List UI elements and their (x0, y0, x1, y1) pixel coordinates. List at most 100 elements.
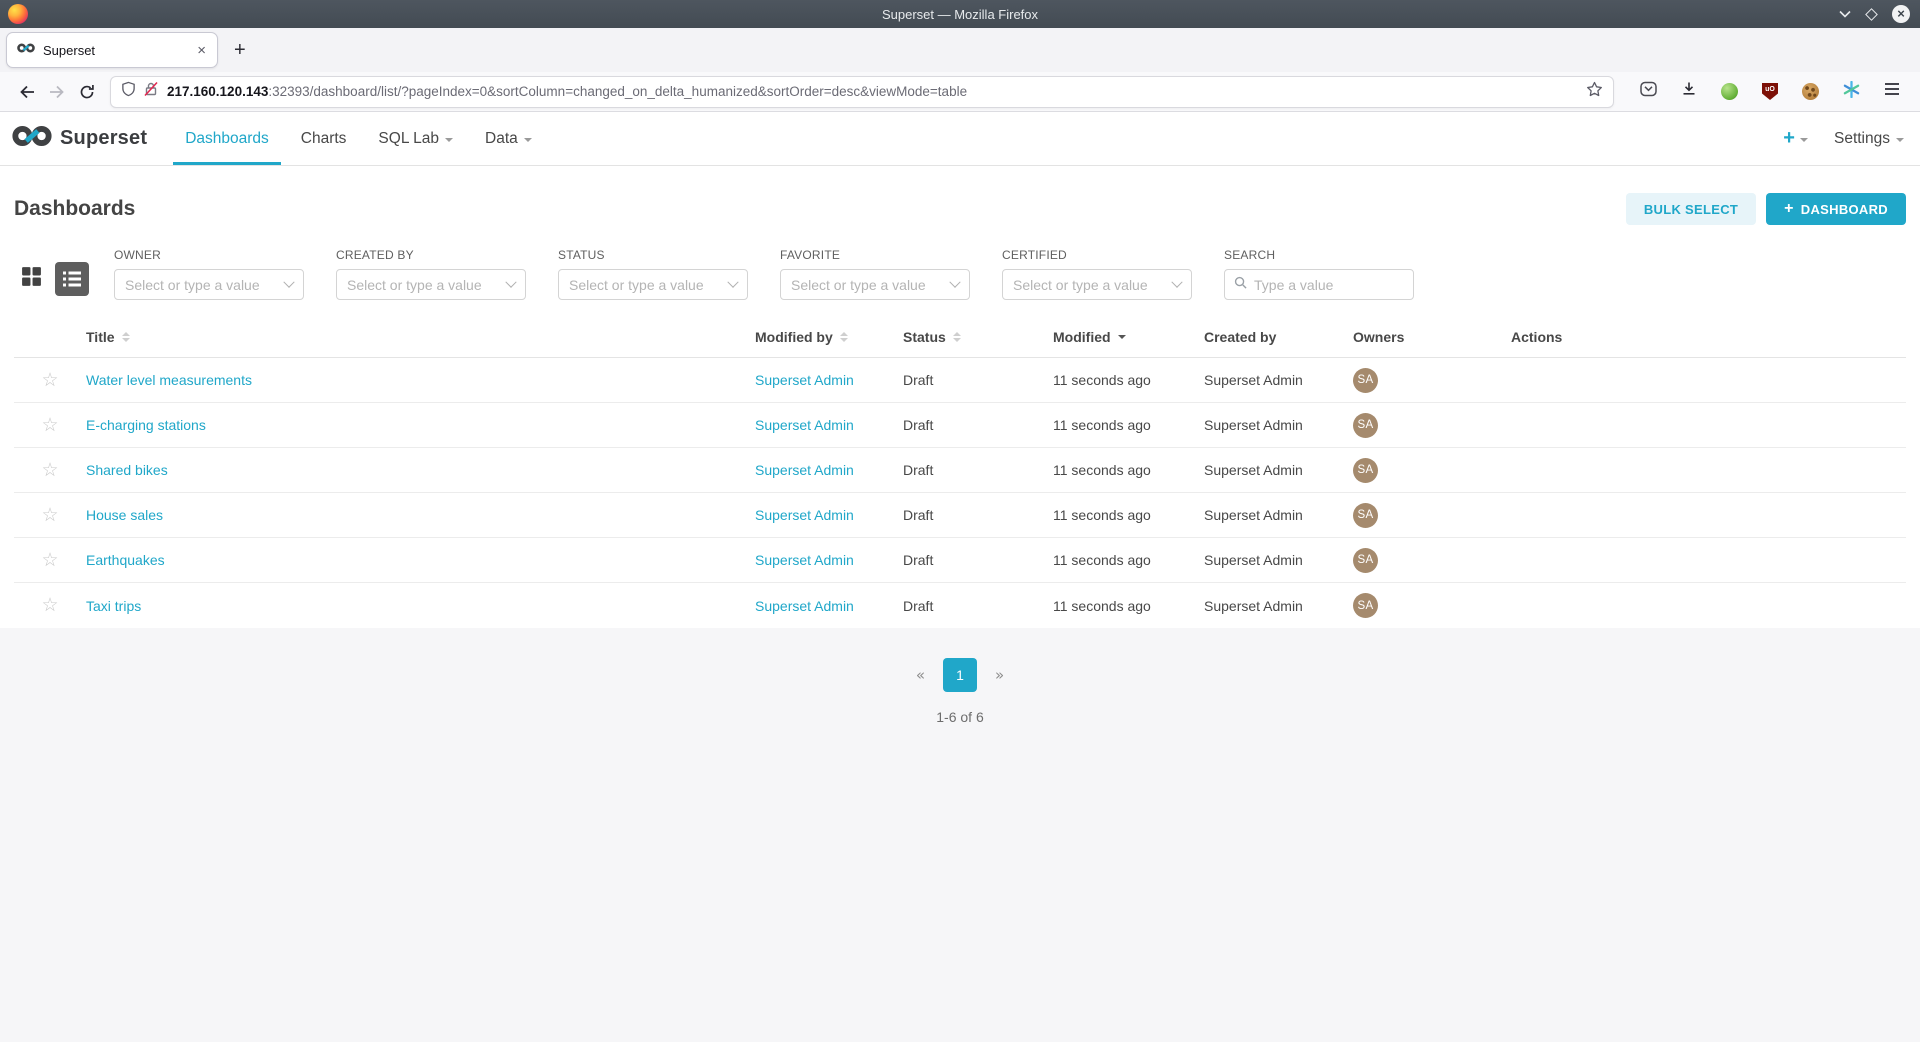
created-by-text: Superset Admin (1204, 552, 1303, 568)
sort-desc-icon (1117, 334, 1126, 339)
url-path: :32393/dashboard/list/?pageIndex=0&sortC… (268, 84, 968, 99)
extension-green-icon[interactable] (1721, 83, 1738, 100)
table-row[interactable]: ☆ Taxi trips Superset Admin Draft 11 sec… (14, 583, 1906, 628)
modified-text: 11 seconds ago (1053, 462, 1151, 478)
modified-text: 11 seconds ago (1053, 372, 1151, 388)
chevron-down-icon (523, 137, 532, 142)
cookie-extension-icon[interactable] (1802, 83, 1819, 100)
filter-label-search: SEARCH (1224, 248, 1276, 262)
browser-tab[interactable]: Superset × (6, 32, 218, 68)
browser-toolbar: 217.160.120.143:32393/dashboard/list/?pa… (0, 72, 1920, 112)
owner-filter-select[interactable]: Select or type a value (114, 269, 304, 300)
column-header-modified[interactable]: Modified (1053, 329, 1204, 345)
page-number-button[interactable]: 1 (943, 658, 977, 692)
favorite-star-icon[interactable]: ☆ (41, 368, 59, 391)
owner-avatar[interactable]: SA (1353, 367, 1378, 393)
insecure-connection-lock-icon[interactable] (143, 81, 159, 102)
table-row[interactable]: ☆ House sales Superset Admin Draft 11 se… (14, 493, 1906, 538)
url-bar[interactable]: 217.160.120.143:32393/dashboard/list/?pa… (110, 75, 1614, 108)
created-by-text: Superset Admin (1204, 372, 1303, 388)
settings-menu[interactable]: Settings (1834, 130, 1904, 148)
filter-label-created-by: CREATED BY (336, 248, 414, 262)
next-page-button[interactable]: » (995, 666, 1005, 684)
list-view-toggle-icon[interactable] (55, 262, 89, 296)
owner-avatar[interactable]: SA (1353, 502, 1378, 528)
favorite-star-icon[interactable]: ☆ (41, 503, 59, 526)
table-row[interactable]: ☆ Shared bikes Superset Admin Draft 11 s… (14, 448, 1906, 493)
modified-by-link[interactable]: Superset Admin (755, 597, 854, 614)
dashboard-title-link[interactable]: Water level measurements (86, 372, 252, 388)
superset-brand[interactable]: Superset (0, 112, 147, 165)
created-by-filter-select[interactable]: Select or type a value (336, 269, 526, 300)
column-header-title[interactable]: Title (86, 329, 755, 345)
status-filter-select[interactable]: Select or type a value (558, 269, 748, 300)
chevron-down-icon (1799, 137, 1808, 142)
ublock-origin-icon[interactable]: uO (1762, 83, 1778, 100)
dashboard-title-link[interactable]: Taxi trips (86, 597, 142, 614)
reload-icon[interactable] (72, 78, 102, 106)
pocket-icon[interactable] (1640, 81, 1657, 102)
sort-icon (952, 331, 961, 342)
owner-avatar[interactable]: SA (1353, 457, 1378, 483)
window-close-icon[interactable]: × (1892, 5, 1910, 23)
search-icon (1234, 276, 1247, 294)
bookmark-star-icon[interactable] (1586, 81, 1603, 102)
new-tab-button[interactable]: + (234, 38, 246, 61)
downloads-icon[interactable] (1681, 81, 1697, 102)
column-header-status[interactable]: Status (903, 329, 1053, 345)
owner-avatar[interactable]: SA (1353, 593, 1378, 618)
search-field[interactable] (1224, 269, 1414, 300)
tab-close-icon[interactable]: × (197, 41, 206, 59)
certified-filter-select[interactable]: Select or type a value (1002, 269, 1192, 300)
chevron-down-icon (1171, 276, 1183, 288)
card-view-toggle-icon[interactable] (20, 265, 43, 293)
created-by-text: Superset Admin (1204, 507, 1303, 523)
favorite-star-icon[interactable]: ☆ (41, 413, 59, 436)
owner-avatar[interactable]: SA (1353, 547, 1378, 573)
extension-asterisk-icon[interactable] (1843, 80, 1860, 103)
tracking-protection-shield-icon[interactable] (121, 81, 136, 102)
dashboard-title-link[interactable]: E-charging stations (86, 417, 206, 433)
dashboard-title-link[interactable]: House sales (86, 507, 164, 523)
window-title: Superset — Mozilla Firefox (881, 6, 1039, 22)
nav-item-dashboards[interactable]: Dashboards (173, 112, 281, 165)
new-item-plus-button[interactable]: + (1783, 127, 1808, 150)
favorite-filter-select[interactable]: Select or type a value (780, 269, 970, 300)
modified-by-link[interactable]: Superset Admin (755, 507, 854, 523)
column-header-modified-by[interactable]: Modified by (755, 329, 903, 345)
search-input[interactable] (1254, 276, 1404, 293)
favorite-star-icon[interactable]: ☆ (41, 458, 59, 481)
favorite-star-icon[interactable]: ☆ (41, 548, 59, 571)
superset-navbar: Superset Dashboards Charts SQL Lab Data … (0, 112, 1920, 166)
window-titlebar: Superset — Mozilla Firefox × (0, 0, 1920, 28)
created-by-text: Superset Admin (1204, 417, 1303, 433)
window-minimize-chevron-icon[interactable] (1839, 5, 1851, 23)
modified-by-link[interactable]: Superset Admin (755, 552, 854, 568)
hamburger-menu-icon[interactable] (1884, 82, 1900, 101)
table-row[interactable]: ☆ Earthquakes Superset Admin Draft 11 se… (14, 538, 1906, 583)
modified-by-link[interactable]: Superset Admin (755, 417, 854, 433)
browser-tab-bar: Superset × + (0, 28, 1920, 72)
sort-icon (121, 331, 130, 342)
previous-page-button[interactable]: « (915, 666, 925, 684)
dashboard-title-link[interactable]: Earthquakes (86, 552, 165, 568)
new-dashboard-button[interactable]: + DASHBOARD (1766, 193, 1906, 225)
favorite-star-icon[interactable]: ☆ (41, 594, 59, 616)
bulk-select-button[interactable]: BULK SELECT (1625, 193, 1757, 225)
table-row[interactable]: ☆ Water level measurements Superset Admi… (14, 358, 1906, 403)
owner-avatar[interactable]: SA (1353, 412, 1378, 438)
nav-item-sql-lab[interactable]: SQL Lab (366, 112, 465, 165)
back-icon[interactable] (12, 78, 42, 106)
url-host: 217.160.120.143 (167, 84, 269, 99)
url-text[interactable]: 217.160.120.143:32393/dashboard/list/?pa… (167, 84, 1586, 99)
nav-item-data[interactable]: Data (473, 112, 544, 165)
modified-by-link[interactable]: Superset Admin (755, 462, 854, 478)
forward-icon[interactable] (42, 78, 72, 106)
window-maximize-icon[interactable] (1865, 7, 1878, 21)
filter-label-status: STATUS (558, 248, 605, 262)
nav-item-charts[interactable]: Charts (300, 129, 347, 147)
status-text: Draft (903, 417, 934, 433)
table-row[interactable]: ☆ E-charging stations Superset Admin Dra… (14, 403, 1906, 448)
modified-by-link[interactable]: Superset Admin (755, 372, 854, 388)
dashboard-title-link[interactable]: Shared bikes (86, 462, 168, 478)
